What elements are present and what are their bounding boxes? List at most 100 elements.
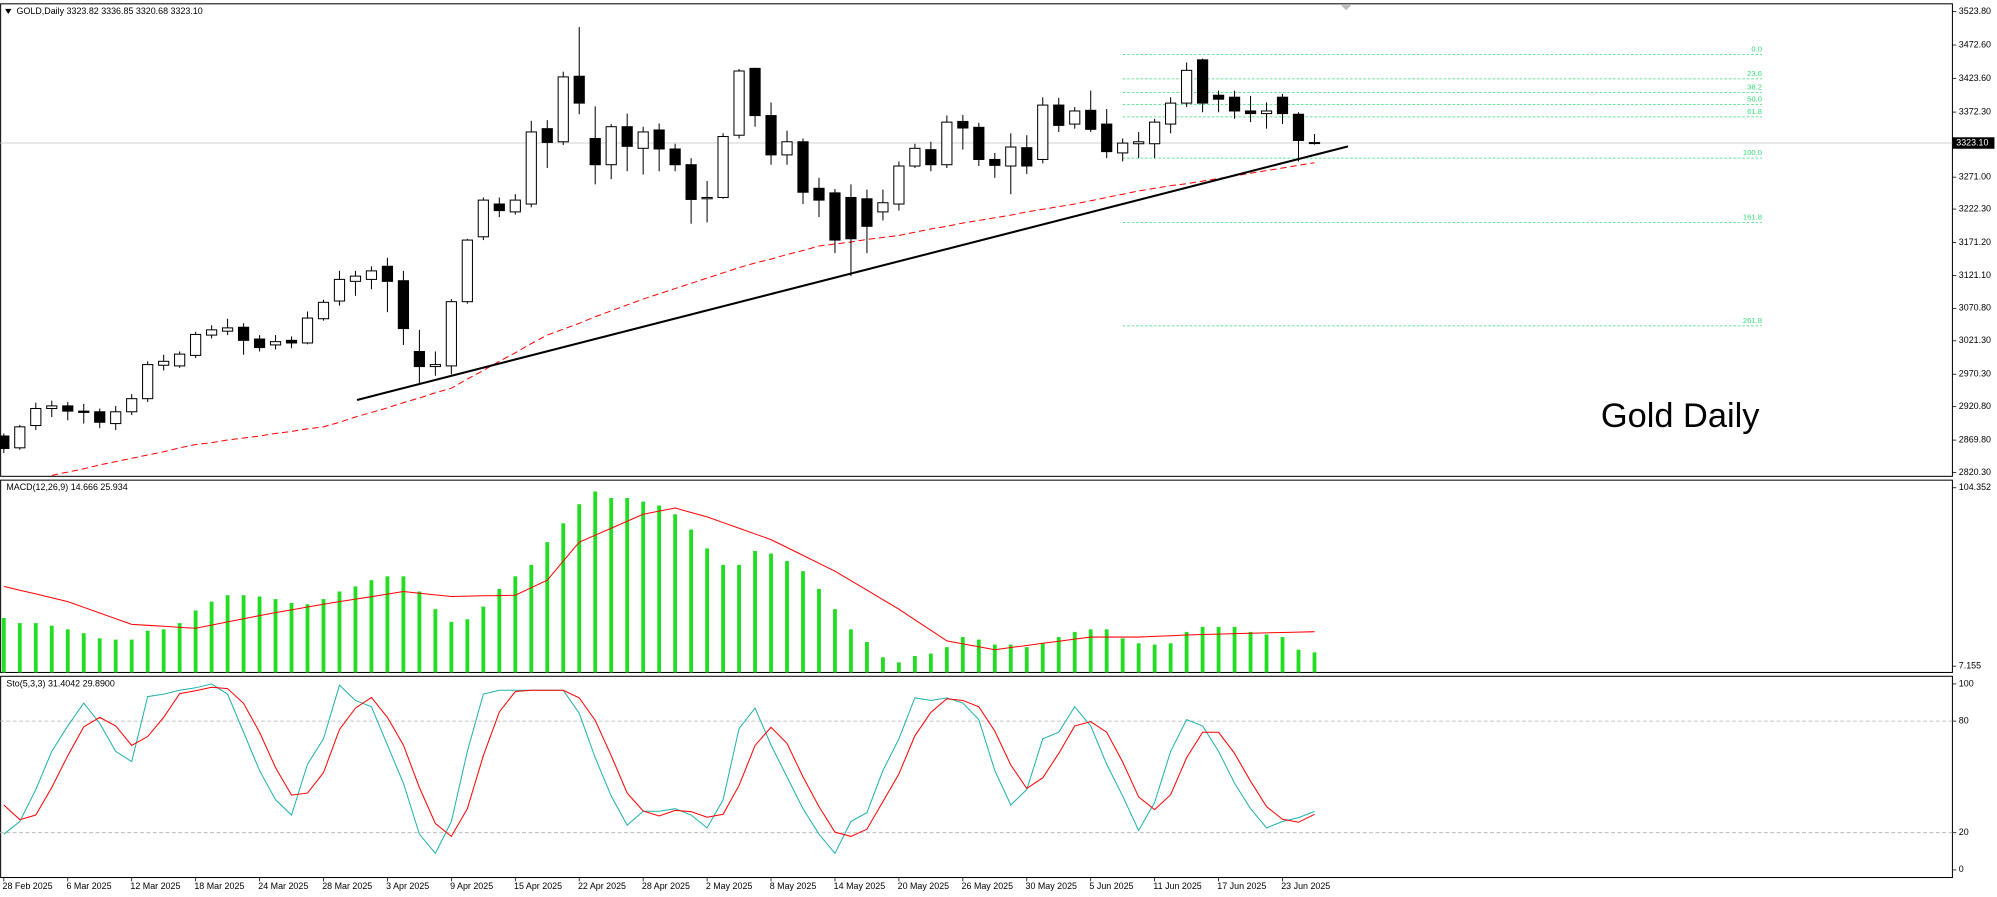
candle-body — [14, 426, 26, 449]
macd-histogram-bar — [145, 630, 150, 673]
macd-histogram-bar — [705, 548, 710, 673]
y-tick-label: 2970.30 — [1959, 369, 1991, 379]
x-tick-label: 15 Apr 2025 — [514, 881, 562, 891]
macd-histogram-bar — [465, 619, 470, 673]
macd-histogram-bar — [17, 623, 22, 673]
x-tick-label: 6 Mar 2025 — [66, 881, 111, 891]
candle-body — [861, 198, 873, 227]
candle-body — [1005, 146, 1017, 167]
macd-histogram-bar — [385, 576, 390, 673]
fib-level-label: 261.8 — [1743, 316, 1762, 325]
macd-histogram-bar — [129, 639, 134, 673]
macd-histogram-bar — [1136, 643, 1141, 673]
x-tick-label: 22 Apr 2025 — [578, 881, 626, 891]
macd-histogram-bar — [1216, 626, 1221, 673]
macd-histogram-bar — [1120, 638, 1125, 673]
candle-body — [158, 360, 170, 366]
panel-frame — [0, 479, 1953, 673]
candle-body — [685, 164, 697, 200]
candle-body — [429, 364, 441, 368]
menu-arrow[interactable] — [5, 8, 12, 15]
candle-body — [1101, 123, 1113, 153]
candle-body — [397, 280, 410, 330]
macd-histogram-bar — [609, 497, 614, 673]
candle-body — [557, 76, 569, 143]
y-tick-label: 3472.60 — [1959, 39, 1991, 49]
fib-level-label: 100.0 — [1743, 148, 1762, 157]
fib-level-label: 61.8 — [1747, 107, 1762, 116]
stochastic-line — [3, 683, 1315, 855]
candle-body — [1133, 141, 1145, 145]
candle-body — [349, 275, 362, 282]
candle-body — [78, 410, 90, 413]
macd-histogram-bar — [673, 514, 678, 673]
x-tick-label: 28 Feb 2025 — [3, 881, 53, 891]
candle-body — [1149, 121, 1161, 145]
candle-body — [797, 141, 809, 193]
candle-body — [1196, 59, 1209, 104]
macd-histogram-bar — [1056, 637, 1061, 673]
macd-histogram-bar — [721, 564, 725, 673]
x-tick-label: 17 Jun 2025 — [1217, 881, 1266, 891]
macd-histogram-bar — [1200, 626, 1205, 673]
macd-histogram-bar — [337, 591, 342, 673]
macd-histogram-bar — [481, 606, 486, 673]
x-tick-label: 26 May 2025 — [962, 881, 1014, 891]
macd-histogram-bar — [353, 586, 358, 673]
macd-histogram-bar — [737, 564, 741, 673]
macd-histogram-bar — [769, 553, 773, 673]
candle-body — [142, 364, 154, 400]
x-tick-label: 8 May 2025 — [770, 881, 817, 891]
macd-histogram-bar — [1088, 629, 1093, 673]
macd-histogram-bar — [833, 609, 837, 673]
candle-body — [461, 239, 473, 303]
y-tick-label: 0 — [1959, 864, 1964, 874]
candle-body — [110, 411, 122, 425]
macd-histogram-bar — [944, 647, 949, 673]
candle-body — [765, 115, 777, 156]
candle-body — [605, 126, 617, 166]
candle-body — [445, 301, 457, 367]
candle-body — [206, 329, 218, 336]
macd-histogram-bar — [177, 623, 182, 673]
candle-body — [1181, 69, 1193, 104]
candle-body — [413, 350, 425, 368]
candle-body — [525, 131, 537, 205]
candle-body — [1069, 110, 1081, 125]
chart-annotation: Gold Daily — [1601, 397, 1760, 435]
candle-body — [381, 265, 394, 282]
candle-body — [30, 407, 42, 427]
candle-body — [749, 67, 761, 117]
candle-body — [877, 202, 889, 213]
macd-histogram-bar — [449, 621, 454, 673]
macd-histogram-bar — [992, 644, 997, 673]
macd-histogram-bar — [1152, 644, 1157, 673]
x-tick-label: 30 May 2025 — [1026, 881, 1078, 891]
y-tick-label: 3121.10 — [1959, 270, 1991, 280]
candle-body — [190, 333, 202, 356]
x-tick-label: 11 Jun 2025 — [1153, 881, 1201, 891]
candle-body — [253, 338, 266, 349]
candle-body — [733, 70, 745, 136]
panel-title: MACD(12,26,9) 14.666 25.934 — [6, 482, 127, 492]
macd-histogram-bar — [241, 595, 246, 673]
macd-histogram-bar — [1008, 644, 1013, 673]
macd-histogram-bar — [577, 504, 582, 673]
macd-histogram-bar — [896, 662, 901, 673]
y-tick-label: 2869.80 — [1959, 434, 1991, 444]
macd-histogram-bar — [1168, 643, 1173, 673]
candle-body — [317, 301, 330, 320]
x-tick-label: 20 May 2025 — [898, 881, 950, 891]
candle-body — [925, 149, 937, 166]
candle-body — [941, 121, 953, 166]
candle-body — [813, 187, 825, 201]
macd-histogram-bar — [529, 564, 534, 673]
macd-histogram-bar — [497, 588, 502, 673]
macd-histogram-bar — [257, 596, 262, 673]
macd-histogram-bar — [113, 639, 118, 673]
candle-body — [1212, 94, 1225, 100]
x-tick-label: 28 Apr 2025 — [642, 881, 690, 891]
x-tick-label: 5 Jun 2025 — [1089, 881, 1133, 891]
y-tick-label: 20 — [1959, 827, 1969, 837]
